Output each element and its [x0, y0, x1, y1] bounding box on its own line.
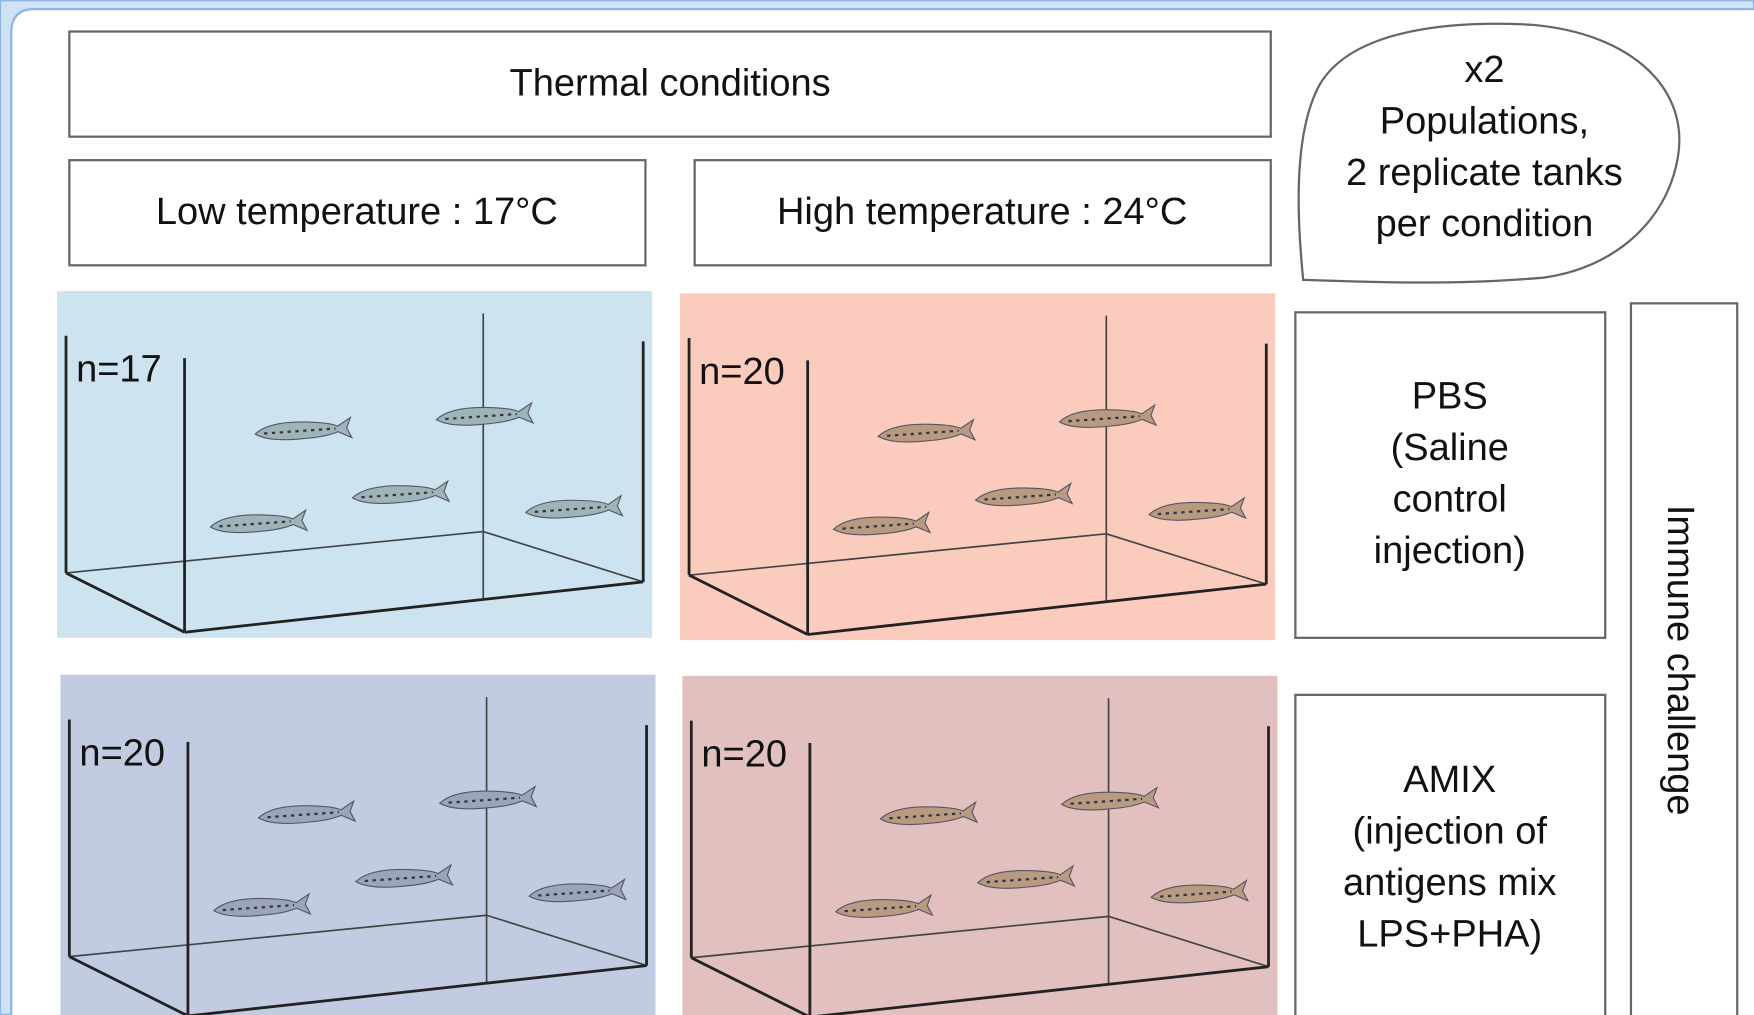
condition-label: High temperature : 24°C	[777, 191, 1187, 233]
tank: n=20	[680, 293, 1275, 640]
text-line: injection)	[1374, 530, 1526, 572]
side-label: Immune challenge	[1659, 505, 1701, 816]
tank-background	[57, 291, 652, 638]
tank-label: n=20	[701, 733, 787, 775]
condition-label: Low temperature : 17°C	[156, 191, 558, 233]
tank: n=17	[57, 291, 652, 638]
tank-background	[680, 293, 1275, 640]
text-line: 2 replicate tanks	[1346, 152, 1623, 194]
diagram: Thermal conditions Low temperature : 17°…	[0, 0, 1754, 1015]
text-line: antigens mix	[1343, 862, 1556, 904]
text-line: LPS+PHA)	[1357, 914, 1542, 956]
tank-background	[60, 675, 655, 1015]
text-line: Populations,	[1380, 100, 1589, 142]
tank-background	[682, 676, 1277, 1015]
text-line: (Saline	[1391, 427, 1509, 469]
text-line: x2	[1464, 49, 1504, 91]
tank-label: n=20	[699, 351, 785, 393]
header-title: Thermal conditions	[509, 62, 830, 104]
tank-label: n=17	[76, 349, 162, 391]
text-line: control	[1393, 478, 1507, 520]
text-line: PBS	[1412, 375, 1488, 417]
treatment-box	[1295, 695, 1605, 1015]
tank: n=20	[682, 676, 1277, 1015]
tank: n=20	[60, 675, 655, 1015]
text-line: per condition	[1376, 203, 1594, 245]
text-line: (injection of	[1353, 811, 1548, 853]
tank-label: n=20	[79, 732, 165, 774]
text-line: AMIX	[1403, 759, 1496, 801]
treatment-box	[1295, 312, 1605, 638]
